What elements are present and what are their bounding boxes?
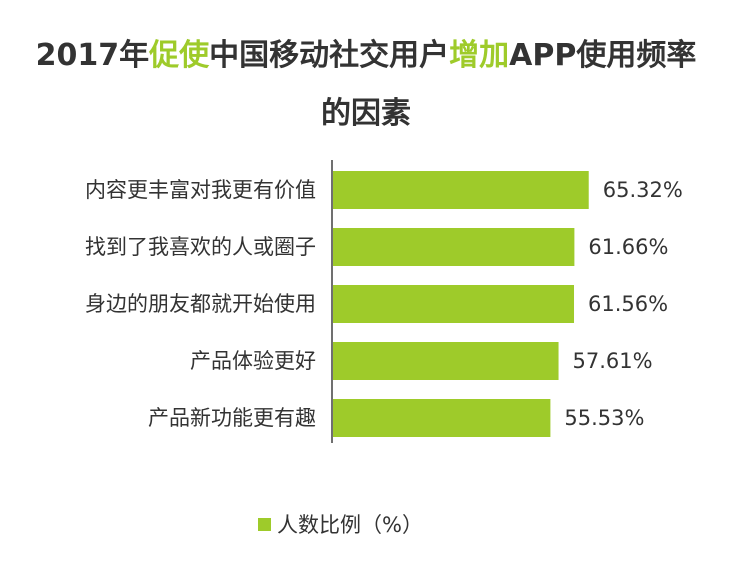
category-labels-group: 内容更丰富对我更有价值找到了我喜欢的人或圈子身边的朋友都就开始使用产品体验更好产… bbox=[85, 178, 316, 430]
data-label: 61.56% bbox=[588, 292, 668, 316]
data-label: 65.32% bbox=[603, 178, 683, 202]
title-highlight-1: 促使 bbox=[149, 38, 210, 73]
category-label: 产品新功能更有趣 bbox=[148, 406, 316, 430]
data-label: 55.53% bbox=[564, 406, 644, 430]
title-part3: APP使用频率 bbox=[509, 38, 697, 73]
title-part2: 中国移动社交用户 bbox=[209, 38, 450, 73]
bar bbox=[333, 228, 575, 266]
category-label: 内容更丰富对我更有价值 bbox=[85, 178, 316, 202]
category-label: 身边的朋友都就开始使用 bbox=[85, 292, 316, 316]
category-label: 找到了我喜欢的人或圈子 bbox=[85, 235, 316, 259]
category-label: 产品体验更好 bbox=[190, 349, 316, 373]
chart-title-line1: 2017年促使中国移动社交用户增加APP使用频率 bbox=[0, 30, 732, 74]
bars-group bbox=[333, 171, 589, 437]
title-part1: 2017年 bbox=[35, 38, 150, 73]
bar bbox=[333, 171, 589, 209]
legend: 人数比例（%） bbox=[258, 509, 423, 539]
bar bbox=[333, 342, 559, 380]
data-label: 61.66% bbox=[588, 235, 668, 259]
legend-label: 人数比例（%） bbox=[277, 513, 423, 537]
legend-swatch bbox=[258, 517, 271, 531]
title-highlight-2: 增加 bbox=[449, 38, 510, 73]
bar bbox=[333, 399, 551, 437]
value-labels-group: 65.32% 61.66% 61.56% 57.61% 55.53% bbox=[564, 178, 682, 430]
data-label: 57.61% bbox=[573, 349, 653, 373]
bar bbox=[333, 285, 575, 323]
chart-title-line2: 的因素 bbox=[321, 96, 411, 131]
